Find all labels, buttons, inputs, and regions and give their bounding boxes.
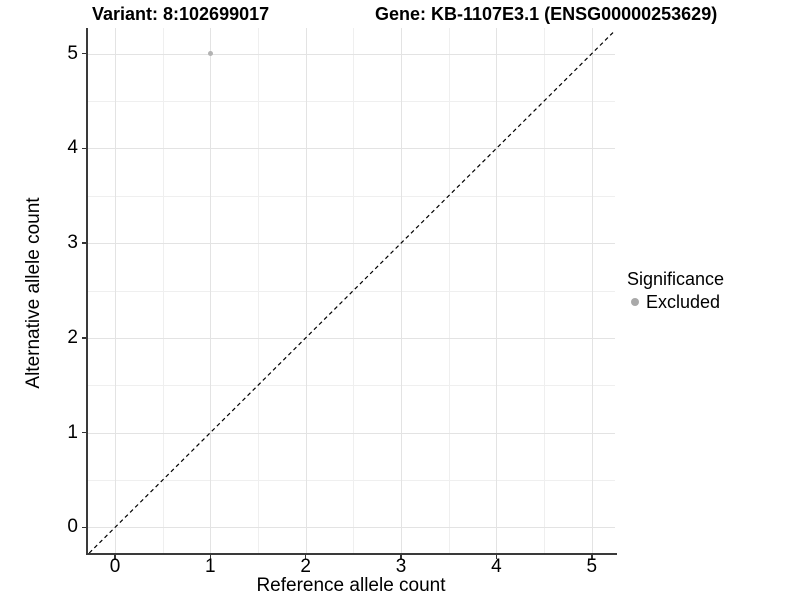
y-tick-label: 2	[67, 326, 78, 348]
y-tick-mark	[82, 147, 86, 150]
x-tick-mark	[114, 555, 116, 559]
x-tick-label: 5	[586, 556, 598, 577]
x-tick-label: 3	[395, 556, 407, 577]
major-gridline-vertical	[210, 28, 212, 553]
x-tick-mark	[591, 555, 593, 559]
minor-gridline-horizontal	[88, 100, 615, 102]
x-tick-mark	[304, 555, 307, 559]
legend-point-icon	[631, 298, 639, 306]
x-tick-mark	[400, 555, 402, 559]
y-axis-line	[86, 28, 88, 555]
gene-title: Gene: KB-1107E3.1 (ENSG00000253629)	[375, 4, 718, 24]
y-tick-mark	[82, 337, 86, 339]
legend-item-label: Excluded	[646, 291, 721, 312]
major-gridline-horizontal	[88, 148, 615, 150]
x-tick-label: 2	[300, 556, 311, 577]
x-axis-title: Reference allele count	[256, 575, 446, 596]
y-tick-mark	[82, 242, 86, 244]
major-gridline-vertical	[401, 28, 403, 553]
y-axis-title: Alternative allele count	[23, 197, 44, 389]
y-tick-label: 3	[67, 232, 78, 254]
y-tick-label: 1	[67, 421, 78, 443]
legend-key	[627, 298, 643, 306]
y-tick-mark	[82, 526, 86, 529]
x-tick-mark	[209, 555, 212, 559]
major-gridline-vertical	[496, 28, 498, 553]
minor-gridline-horizontal	[88, 195, 615, 197]
y-tick-label: 4	[67, 137, 78, 159]
y-tick-mark	[82, 431, 86, 434]
legend: Significance Excluded	[627, 268, 724, 312]
data-point	[207, 51, 213, 57]
x-tick-label: 4	[491, 556, 502, 577]
minor-gridline-horizontal	[88, 480, 615, 482]
y-tick-label: 5	[67, 42, 78, 64]
major-gridline-vertical	[114, 28, 116, 553]
major-gridline-horizontal	[88, 337, 615, 339]
y-tick-mark	[82, 52, 86, 55]
identity-reference-line	[88, 30, 615, 553]
major-gridline-vertical	[591, 28, 593, 553]
y-tick-label: 0	[67, 516, 78, 538]
major-gridline-horizontal	[88, 527, 615, 529]
minor-gridline-horizontal	[88, 290, 615, 292]
plot-panel	[88, 28, 615, 553]
major-gridline-horizontal	[88, 53, 615, 55]
x-axis-line	[86, 553, 617, 555]
major-gridline-horizontal	[88, 243, 615, 245]
legend-item-excluded: Excluded	[627, 292, 724, 312]
legend-title: Significance	[627, 269, 725, 289]
major-gridline-vertical	[305, 28, 307, 553]
x-tick-mark	[495, 555, 498, 559]
identity-line-layer	[88, 30, 615, 553]
x-tick-label: 1	[205, 556, 216, 577]
variant-title: Variant: 8:102699017	[92, 4, 270, 24]
x-tick-label: 0	[109, 556, 121, 577]
major-gridline-horizontal	[88, 432, 615, 434]
minor-gridline-horizontal	[88, 385, 615, 387]
